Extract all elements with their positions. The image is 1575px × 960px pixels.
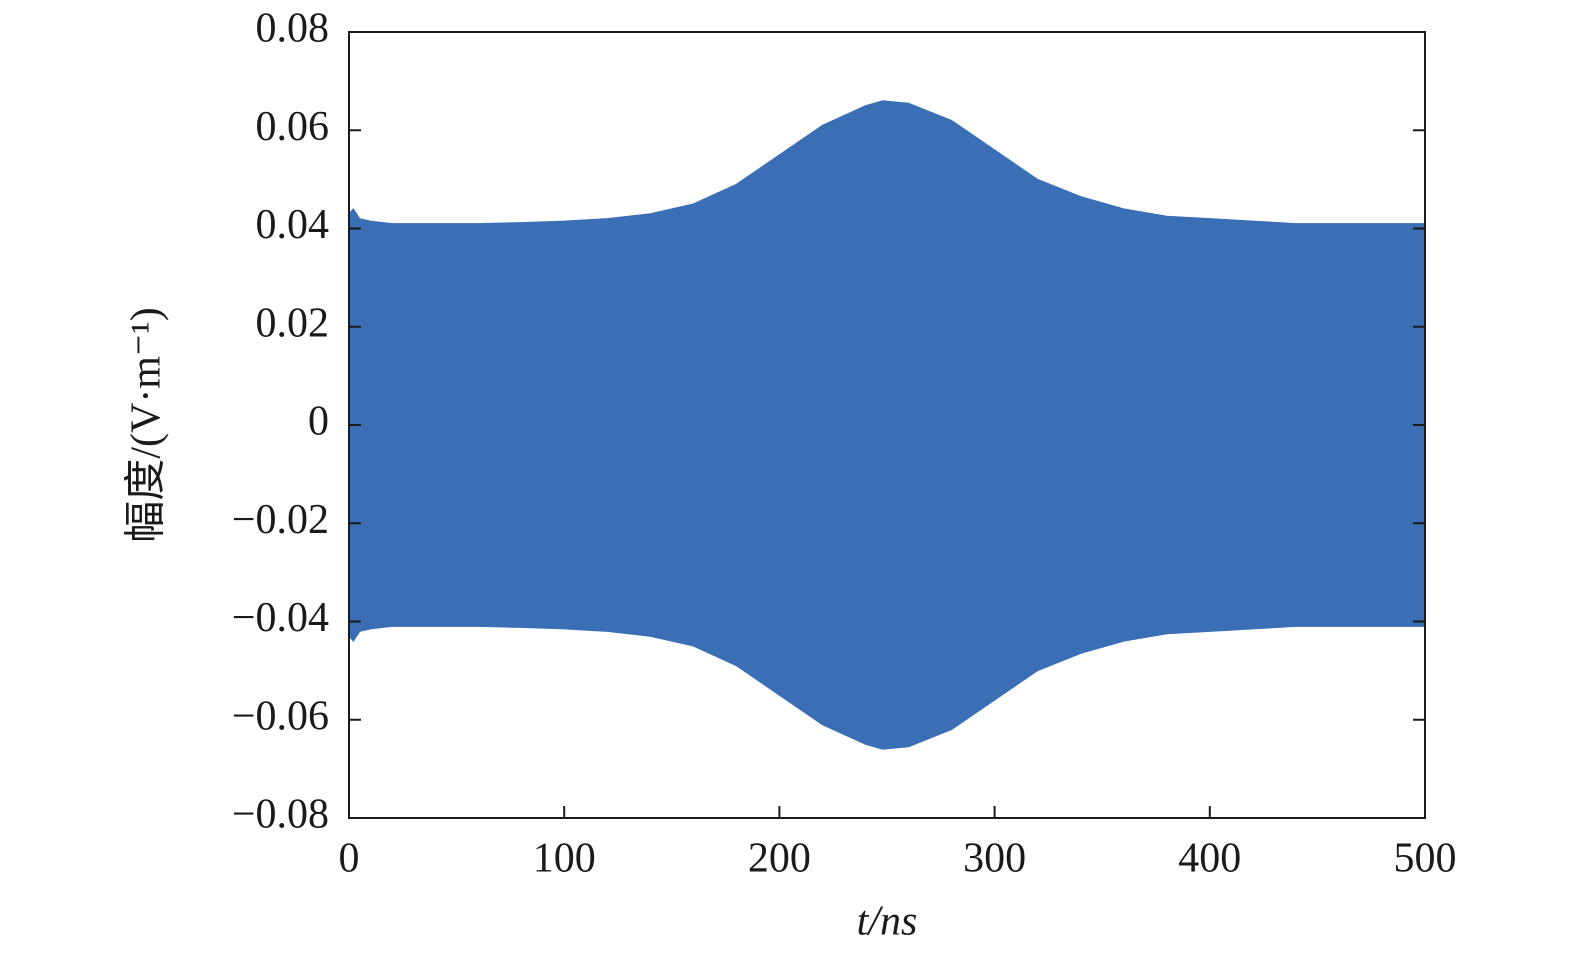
y-tick-label: −0.08 xyxy=(232,792,329,838)
x-tick-label: 400 xyxy=(1178,836,1241,882)
y-tick-label: 0.04 xyxy=(256,202,330,248)
x-tick-label: 0 xyxy=(339,836,360,882)
area xyxy=(348,100,1426,426)
y-axis-label: 幅度/(V·m⁻¹) xyxy=(124,307,170,542)
y-tick-label: 0 xyxy=(308,399,329,445)
y-tick-label: −0.02 xyxy=(232,497,329,543)
area xyxy=(348,424,1426,750)
y-tick-label: −0.04 xyxy=(232,595,329,641)
y-tick-label: 0.06 xyxy=(256,104,330,150)
y-tick-label: 0.02 xyxy=(256,300,330,346)
x-tick-label: 500 xyxy=(1394,836,1457,882)
y-tick-label: 0.08 xyxy=(256,6,330,52)
x-tick-label: 300 xyxy=(963,836,1026,882)
x-tick-label: 100 xyxy=(533,836,596,882)
y-tick-label: −0.06 xyxy=(232,693,329,739)
x-tick-label: 200 xyxy=(748,836,811,882)
x-axis-label: t/ns xyxy=(857,899,918,945)
